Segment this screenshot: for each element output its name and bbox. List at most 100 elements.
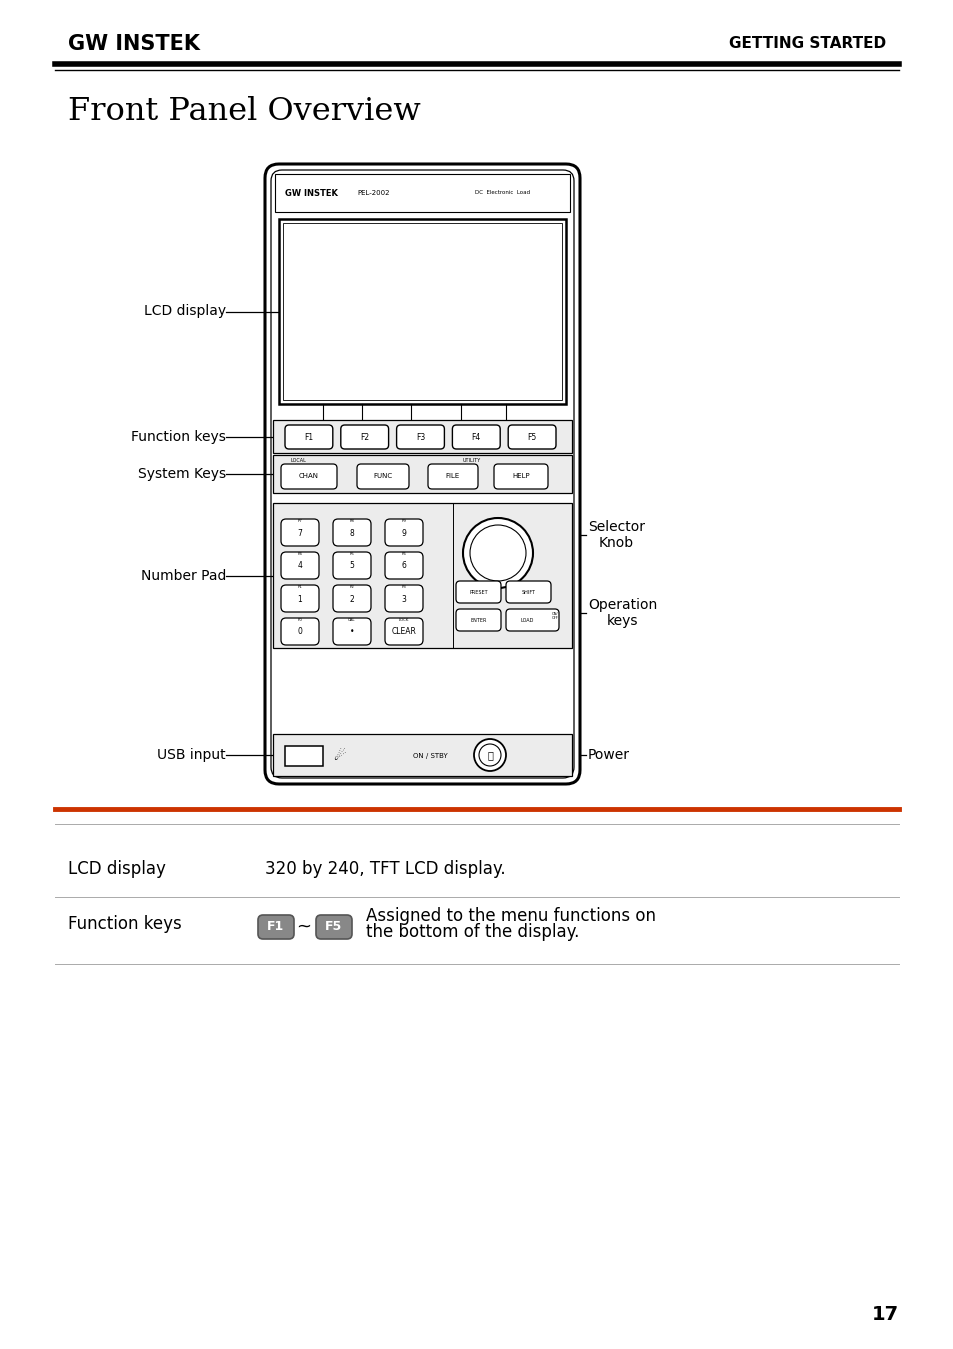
FancyBboxPatch shape bbox=[333, 585, 371, 612]
Circle shape bbox=[462, 518, 533, 588]
Text: F5: F5 bbox=[325, 920, 342, 934]
FancyBboxPatch shape bbox=[333, 552, 371, 579]
FancyBboxPatch shape bbox=[456, 581, 500, 603]
FancyBboxPatch shape bbox=[281, 585, 318, 612]
Text: 4: 4 bbox=[297, 561, 302, 571]
Bar bbox=[273, 503, 572, 648]
Text: F1: F1 bbox=[304, 433, 314, 441]
FancyBboxPatch shape bbox=[396, 425, 444, 449]
Text: F4: F4 bbox=[471, 433, 480, 441]
Text: P7: P7 bbox=[297, 519, 302, 523]
Bar bbox=[273, 420, 572, 453]
FancyBboxPatch shape bbox=[494, 464, 547, 488]
Text: P9: P9 bbox=[401, 519, 406, 523]
Text: Assigned to the menu functions on: Assigned to the menu functions on bbox=[366, 907, 656, 925]
Text: •: • bbox=[350, 627, 354, 637]
Text: CHAN: CHAN bbox=[298, 473, 318, 479]
FancyBboxPatch shape bbox=[285, 425, 333, 449]
Text: System Keys: System Keys bbox=[138, 467, 226, 482]
Text: DC  Electronic  Load: DC Electronic Load bbox=[475, 190, 530, 196]
Text: FUNC: FUNC bbox=[373, 473, 392, 479]
FancyBboxPatch shape bbox=[505, 608, 558, 631]
FancyBboxPatch shape bbox=[333, 519, 371, 546]
Text: ON / STBY: ON / STBY bbox=[413, 753, 447, 759]
Text: SHIFT: SHIFT bbox=[521, 590, 535, 595]
Text: HELP: HELP bbox=[512, 473, 529, 479]
Text: GW INSTEK: GW INSTEK bbox=[68, 34, 200, 54]
Text: Selector
Knob: Selector Knob bbox=[587, 519, 644, 550]
FancyBboxPatch shape bbox=[281, 519, 318, 546]
Text: P4: P4 bbox=[297, 552, 302, 556]
FancyBboxPatch shape bbox=[281, 618, 318, 645]
Text: P1: P1 bbox=[297, 585, 302, 590]
Text: P3: P3 bbox=[401, 585, 406, 590]
Bar bbox=[285, 746, 323, 766]
Text: FILE: FILE bbox=[445, 473, 459, 479]
FancyBboxPatch shape bbox=[257, 915, 294, 939]
Text: F5: F5 bbox=[527, 433, 537, 441]
Text: F3: F3 bbox=[416, 433, 425, 441]
Text: 7: 7 bbox=[297, 529, 302, 537]
Text: ENTER: ENTER bbox=[470, 618, 486, 622]
FancyBboxPatch shape bbox=[281, 464, 336, 488]
FancyBboxPatch shape bbox=[385, 618, 422, 645]
FancyBboxPatch shape bbox=[315, 915, 352, 939]
Text: 1: 1 bbox=[297, 595, 302, 603]
Text: Function keys: Function keys bbox=[68, 915, 182, 934]
Text: ⏻: ⏻ bbox=[487, 750, 493, 759]
Text: ~: ~ bbox=[296, 919, 312, 936]
Text: Function keys: Function keys bbox=[131, 430, 226, 444]
Text: PEL-2002: PEL-2002 bbox=[356, 190, 389, 196]
Text: ON/
OFF: ON/ OFF bbox=[551, 611, 558, 621]
Text: USB input: USB input bbox=[157, 747, 226, 762]
FancyBboxPatch shape bbox=[340, 425, 388, 449]
FancyBboxPatch shape bbox=[385, 585, 422, 612]
Text: PRESET: PRESET bbox=[469, 590, 487, 595]
Text: 17: 17 bbox=[871, 1304, 898, 1323]
Circle shape bbox=[478, 745, 500, 766]
Text: P6: P6 bbox=[401, 552, 406, 556]
Text: P0: P0 bbox=[297, 618, 302, 622]
Text: 8: 8 bbox=[349, 529, 354, 537]
Text: 320 by 240, TFT LCD display.: 320 by 240, TFT LCD display. bbox=[265, 861, 505, 878]
Text: 0: 0 bbox=[297, 627, 302, 637]
Text: Front Panel Overview: Front Panel Overview bbox=[68, 96, 420, 127]
Text: F1: F1 bbox=[267, 920, 284, 934]
Text: 9: 9 bbox=[401, 529, 406, 537]
Bar bbox=[274, 174, 569, 212]
Text: UTILITY: UTILITY bbox=[462, 457, 480, 463]
Text: LOCK: LOCK bbox=[398, 618, 409, 622]
Text: LOAD: LOAD bbox=[520, 618, 534, 622]
FancyBboxPatch shape bbox=[452, 425, 499, 449]
Text: LOCAL: LOCAL bbox=[291, 457, 307, 463]
Text: ☄: ☄ bbox=[333, 749, 345, 764]
Text: 2: 2 bbox=[349, 595, 354, 603]
Text: 5: 5 bbox=[349, 561, 355, 571]
Bar bbox=[278, 219, 565, 403]
Bar bbox=[283, 223, 561, 401]
Text: GETTING STARTED: GETTING STARTED bbox=[728, 36, 885, 51]
Text: CLEAR: CLEAR bbox=[391, 627, 416, 637]
FancyBboxPatch shape bbox=[265, 165, 579, 784]
Text: P5: P5 bbox=[349, 552, 354, 556]
FancyBboxPatch shape bbox=[271, 170, 574, 778]
FancyBboxPatch shape bbox=[385, 552, 422, 579]
Text: the bottom of the display.: the bottom of the display. bbox=[366, 923, 578, 942]
Text: F2: F2 bbox=[360, 433, 369, 441]
Bar bbox=[273, 455, 572, 492]
Circle shape bbox=[470, 525, 525, 581]
Text: Operation
keys: Operation keys bbox=[587, 598, 657, 629]
FancyBboxPatch shape bbox=[428, 464, 477, 488]
Text: Power: Power bbox=[587, 747, 629, 762]
Text: LCD display: LCD display bbox=[68, 861, 166, 878]
FancyBboxPatch shape bbox=[281, 552, 318, 579]
FancyBboxPatch shape bbox=[385, 519, 422, 546]
Text: GW INSTEK: GW INSTEK bbox=[285, 189, 337, 197]
FancyBboxPatch shape bbox=[505, 581, 551, 603]
Circle shape bbox=[474, 739, 505, 772]
Text: 3: 3 bbox=[401, 595, 406, 603]
Text: P8: P8 bbox=[349, 519, 355, 523]
FancyBboxPatch shape bbox=[456, 608, 500, 631]
FancyBboxPatch shape bbox=[356, 464, 409, 488]
FancyBboxPatch shape bbox=[508, 425, 556, 449]
